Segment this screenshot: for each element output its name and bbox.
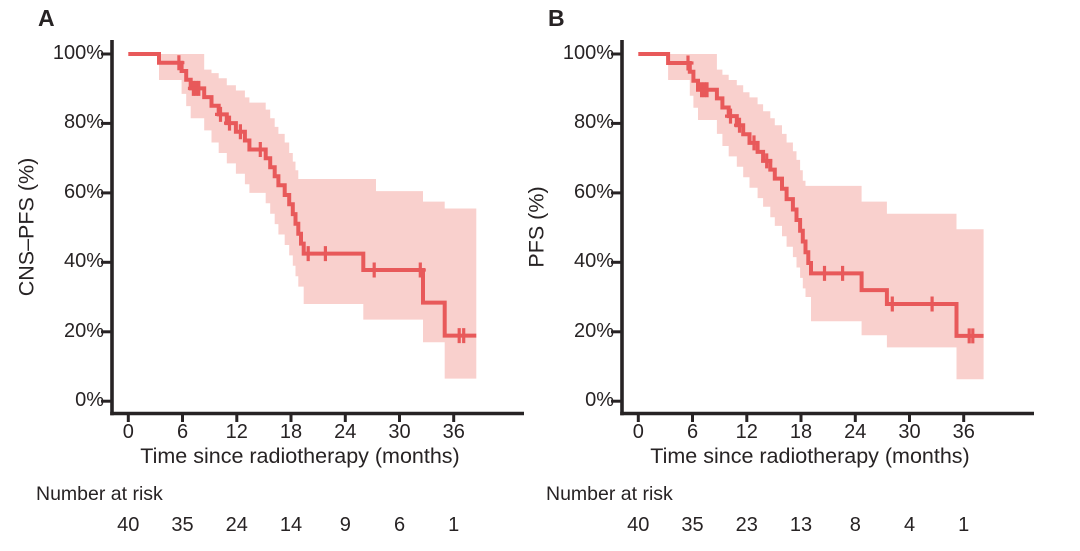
y-tick-label: 100% — [562, 42, 614, 64]
x-tick-label: 24 — [844, 421, 867, 443]
x-tick-label: 12 — [735, 421, 758, 443]
x-tick-label: 18 — [789, 421, 813, 443]
y-tick-label: 80% — [573, 111, 614, 134]
y-tick-label: 20% — [573, 319, 614, 342]
y-tick-label: 40% — [63, 250, 104, 273]
x-tick-label: 6 — [686, 421, 699, 443]
risk-number: 8 — [849, 514, 861, 536]
x-tick-label: 18 — [279, 421, 303, 443]
risk-number: 6 — [393, 514, 406, 536]
x-tick-label: 30 — [898, 421, 921, 443]
risk-number: 9 — [339, 514, 351, 536]
y-tick-label: 80% — [63, 111, 104, 134]
panel-b: B PFS (%) 100% 80% 60% 40% 20% 0% 0 6 12 18 24 30 3… — [510, 0, 1080, 551]
x-tick-label: 30 — [388, 421, 411, 443]
risk-number: 13 — [789, 514, 813, 536]
y-tick-label: 100% — [52, 42, 104, 64]
x-tick-label: 0 — [122, 421, 134, 443]
x-tick-label: 36 — [952, 421, 975, 443]
y-tick-label: 20% — [63, 319, 104, 342]
x-tick-label: 36 — [442, 421, 465, 443]
y-tick-label: 60% — [573, 180, 614, 203]
y-tick-label: 40% — [573, 250, 614, 273]
panel-a: A CNS–PFS (%) 100% 80% 60% 40% 20% 0% 0 6 12 18 2… — [0, 5, 540, 544]
x-axis-title-a: Time since radiotherapy (months) — [140, 444, 460, 468]
risk-number: 1 — [958, 514, 970, 536]
y-tick-labels-a: 100% 80% 60% 40% 20% 0% — [52, 42, 104, 412]
number-at-risk-label-b: Number at risk — [546, 483, 673, 505]
x-axis-title-b: Time since radiotherapy (months) — [650, 444, 970, 468]
panel-b-label: B — [548, 5, 565, 31]
x-tick-label: 12 — [225, 421, 248, 443]
x-tick-label: 6 — [176, 421, 189, 443]
y-tick-label: 0% — [585, 389, 614, 412]
y-tick-labels-b: 100% 80% 60% 40% 20% 0% — [510, 0, 1050, 551]
risk-number: 35 — [681, 514, 704, 536]
x-tick-label: 0 — [632, 421, 644, 443]
risk-number: 14 — [279, 514, 303, 536]
risk-numbers-a: 40 35 24 14 9 6 1 — [0, 514, 540, 544]
risk-number: 24 — [225, 514, 248, 536]
x-tick-labels-b: 0 6 12 18 24 30 36 — [510, 421, 1050, 447]
risk-numbers-b: 40 35 23 13 8 4 1 — [510, 514, 1050, 544]
risk-number: 40 — [627, 514, 650, 536]
panel-a-label: A — [38, 5, 55, 31]
risk-number: 4 — [903, 514, 916, 536]
risk-number: 23 — [735, 514, 758, 536]
x-tick-labels-a: 0 6 12 18 24 30 36 — [0, 421, 540, 447]
number-at-risk-label-a: Number at risk — [36, 483, 163, 505]
x-tick-label: 24 — [334, 421, 357, 443]
risk-number: 40 — [117, 514, 140, 536]
y-tick-label: 0% — [75, 389, 104, 412]
risk-number: 1 — [448, 514, 460, 536]
risk-number: 35 — [171, 514, 194, 536]
y-tick-label: 60% — [63, 180, 104, 203]
